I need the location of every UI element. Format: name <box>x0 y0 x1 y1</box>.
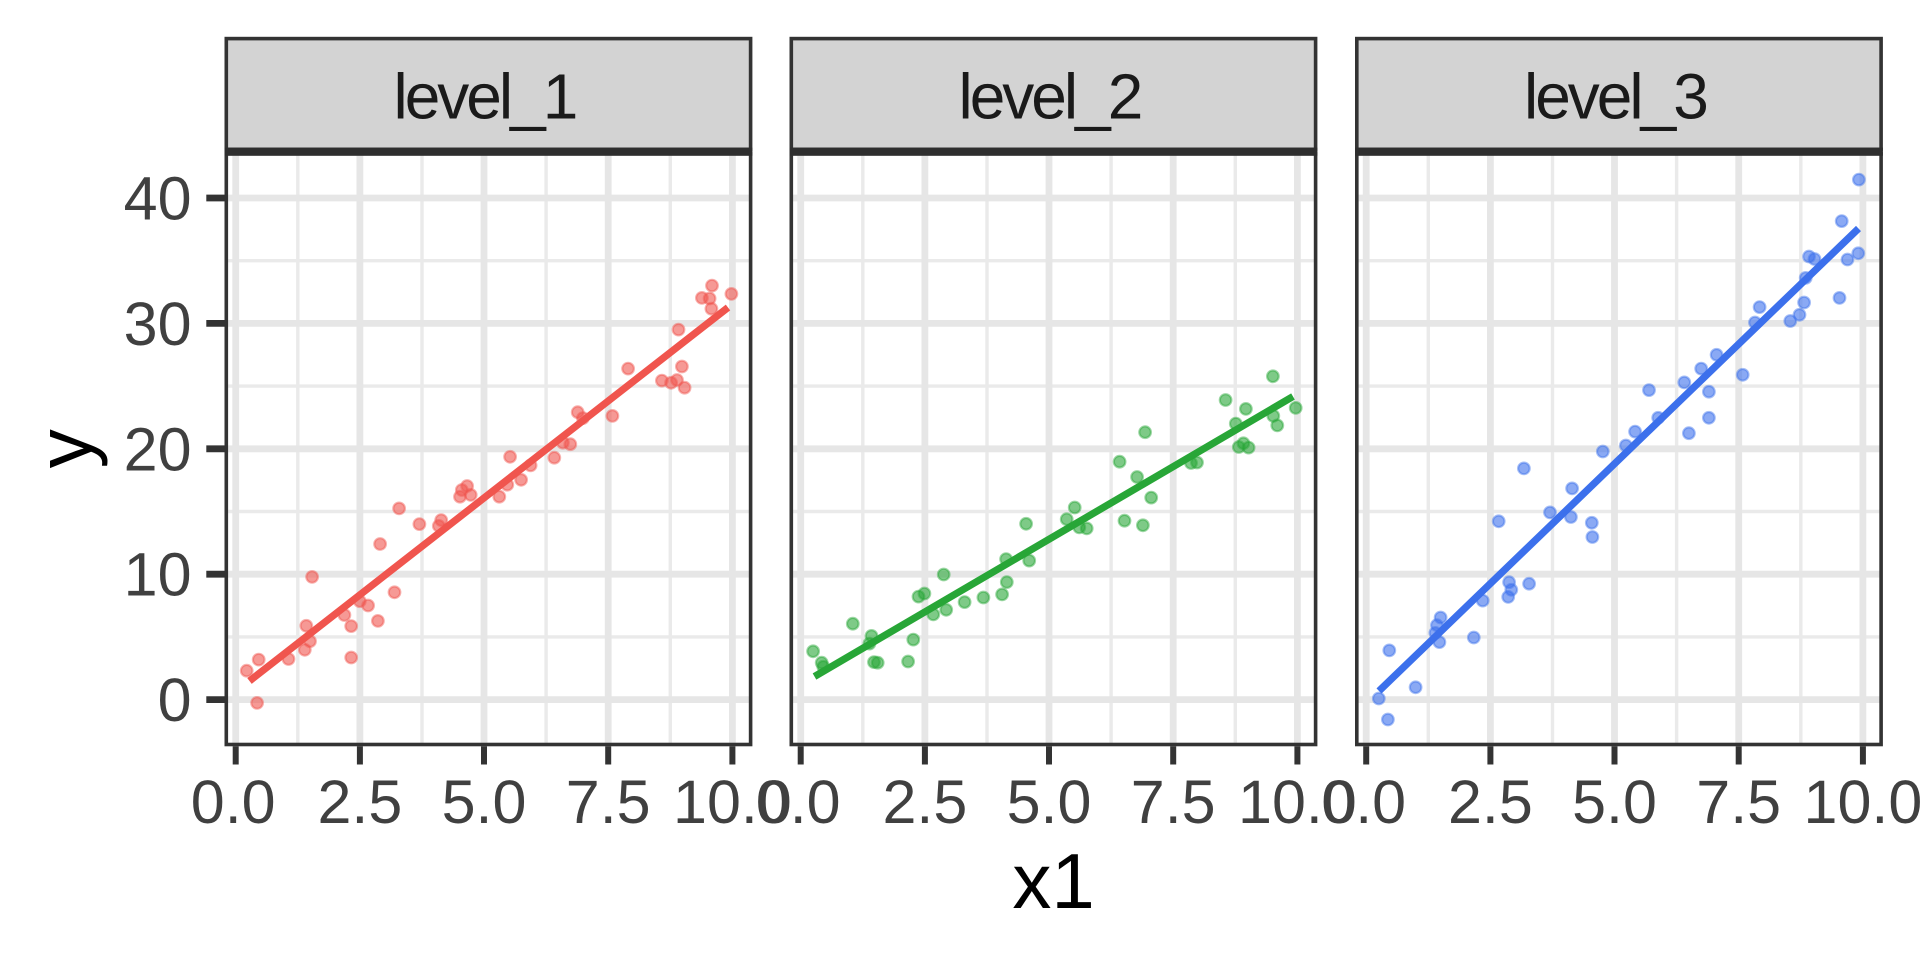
svg-text:0.0: 0.0 <box>756 768 841 836</box>
svg-text:2.5: 2.5 <box>317 768 402 836</box>
svg-text:0.0: 0.0 <box>191 768 276 836</box>
svg-text:5.0: 5.0 <box>1007 768 1092 836</box>
svg-text:level_3: level_3 <box>1524 61 1706 133</box>
svg-text:level_2: level_2 <box>958 61 1140 133</box>
svg-text:2.5: 2.5 <box>1448 768 1533 836</box>
svg-text:10.0: 10.0 <box>673 768 792 836</box>
svg-text:20: 20 <box>124 415 192 483</box>
svg-text:0.0: 0.0 <box>1321 768 1406 836</box>
svg-text:30: 30 <box>124 290 192 358</box>
svg-text:level_1: level_1 <box>393 61 575 133</box>
svg-text:7.5: 7.5 <box>1696 768 1781 836</box>
svg-text:40: 40 <box>124 165 192 233</box>
svg-text:0: 0 <box>158 666 192 734</box>
svg-text:7.5: 7.5 <box>1131 768 1216 836</box>
svg-text:10: 10 <box>124 541 192 609</box>
svg-text:5.0: 5.0 <box>1572 768 1657 836</box>
svg-text:10.0: 10.0 <box>1804 768 1920 836</box>
svg-text:2.5: 2.5 <box>882 768 967 836</box>
svg-text:10.0: 10.0 <box>1238 768 1357 836</box>
svg-text:5.0: 5.0 <box>442 768 527 836</box>
svg-text:7.5: 7.5 <box>566 768 651 836</box>
svg-text:y: y <box>21 429 109 468</box>
svg-text:x1: x1 <box>1012 837 1094 925</box>
